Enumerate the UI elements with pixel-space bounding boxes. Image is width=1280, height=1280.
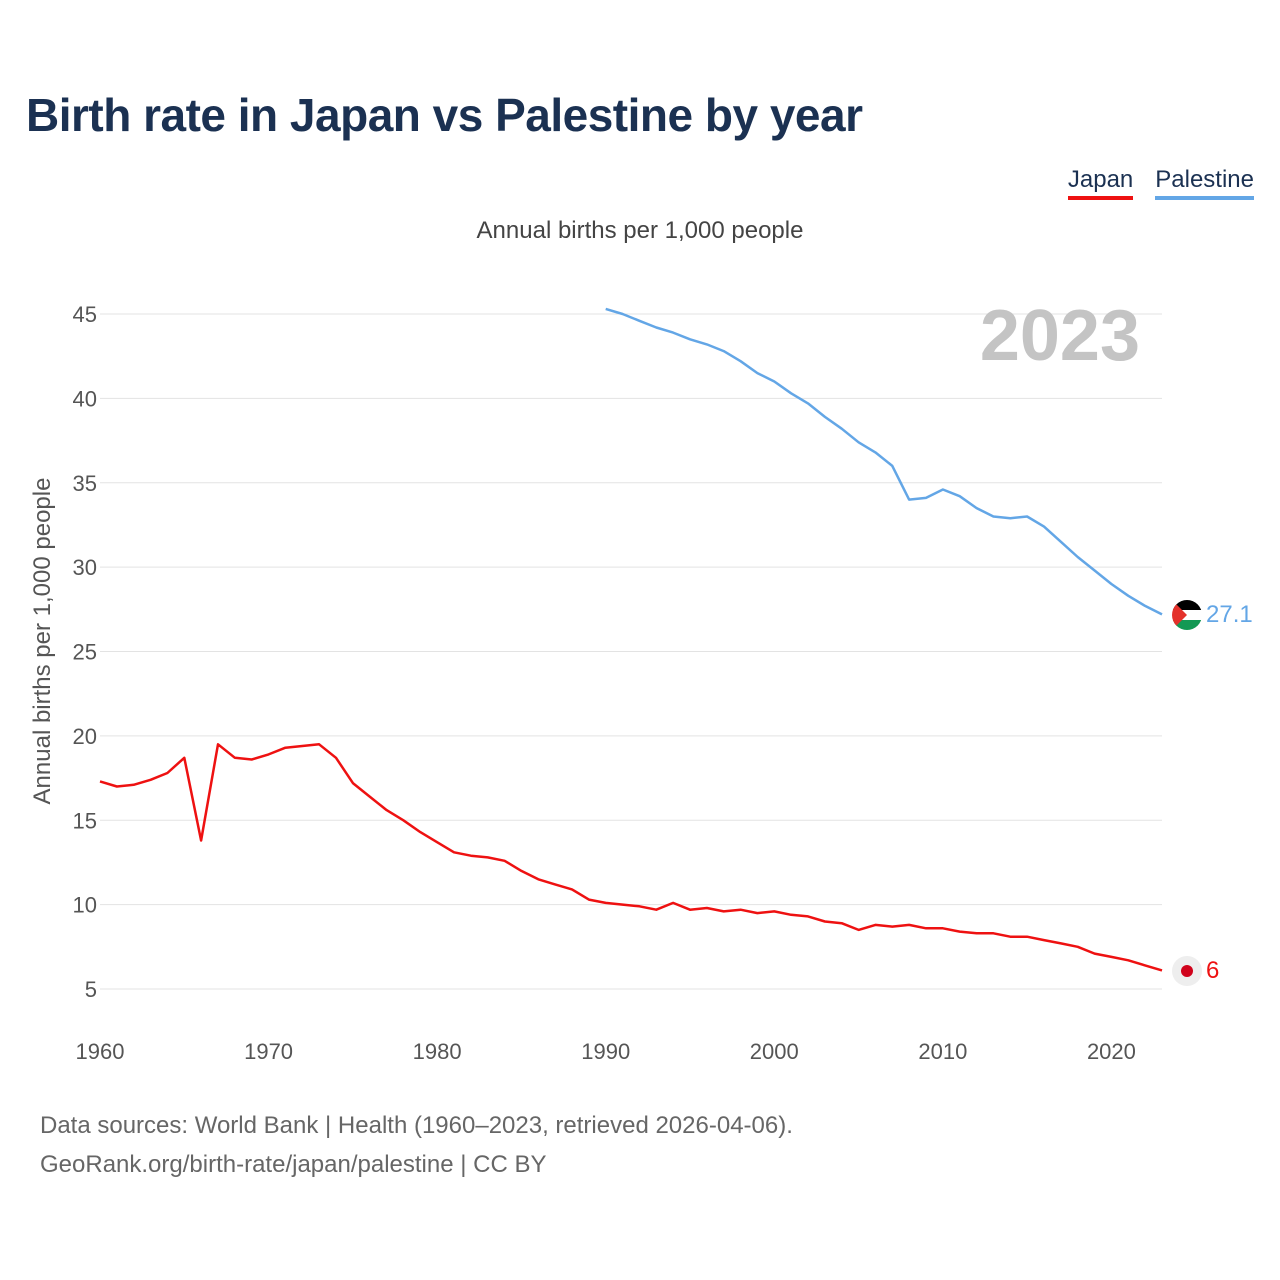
chart-title: Birth rate in Japan vs Palestine by year [26,89,863,141]
legend: Japan Palestine [1067,166,1254,200]
y-tick-label: 45 [73,302,97,327]
x-tick-label: 1960 [76,1039,125,1064]
y-axis-label: Annual births per 1,000 people [29,478,56,805]
y-tick-label: 35 [73,471,97,496]
japan-flag-icon [1172,956,1202,986]
legend-item-palestine[interactable]: Palestine [1155,166,1254,200]
x-tick-label: 2010 [918,1039,967,1064]
y-tick-label: 40 [73,386,97,411]
x-tick-label: 1980 [413,1039,462,1064]
source-line: Data sources: World Bank | Health (1960–… [40,1112,793,1139]
palestine-flag-icon [1172,600,1202,630]
series-line-japan [99,743,1163,972]
x-axis-ticks: 1960 1970 1980 1990 2000 2010 2020 [76,1039,1136,1064]
y-tick-label: 30 [73,555,97,580]
x-tick-label: 1990 [581,1039,630,1064]
chart-subtitle: Annual births per 1,000 people [476,217,804,244]
gridlines [100,313,1162,990]
y-tick-label: 15 [73,808,97,833]
y-tick-label: 20 [73,724,97,749]
x-tick-label: 1970 [244,1039,293,1064]
data-sources: Data sources: World Bank | Health (1960–… [40,1106,793,1184]
x-tick-label: 2000 [750,1039,799,1064]
series-line-palestine [605,307,1163,616]
current-year-label: 2023 [980,296,1140,376]
series-lines [99,307,1163,972]
legend-item-japan[interactable]: Japan [1067,166,1134,200]
end-value-label-japan: 6 [1206,957,1219,984]
credit-line: GeoRank.org/birth-rate/japan/palestine |… [40,1151,547,1178]
x-tick-label: 2020 [1087,1039,1136,1064]
y-tick-label: 5 [85,977,97,1002]
y-tick-label: 10 [73,893,97,918]
end-value-label-palestine: 27.1 [1206,601,1253,628]
y-tick-label: 25 [73,640,97,665]
y-axis-ticks: 5 10 15 20 25 30 35 40 45 [73,302,97,1002]
